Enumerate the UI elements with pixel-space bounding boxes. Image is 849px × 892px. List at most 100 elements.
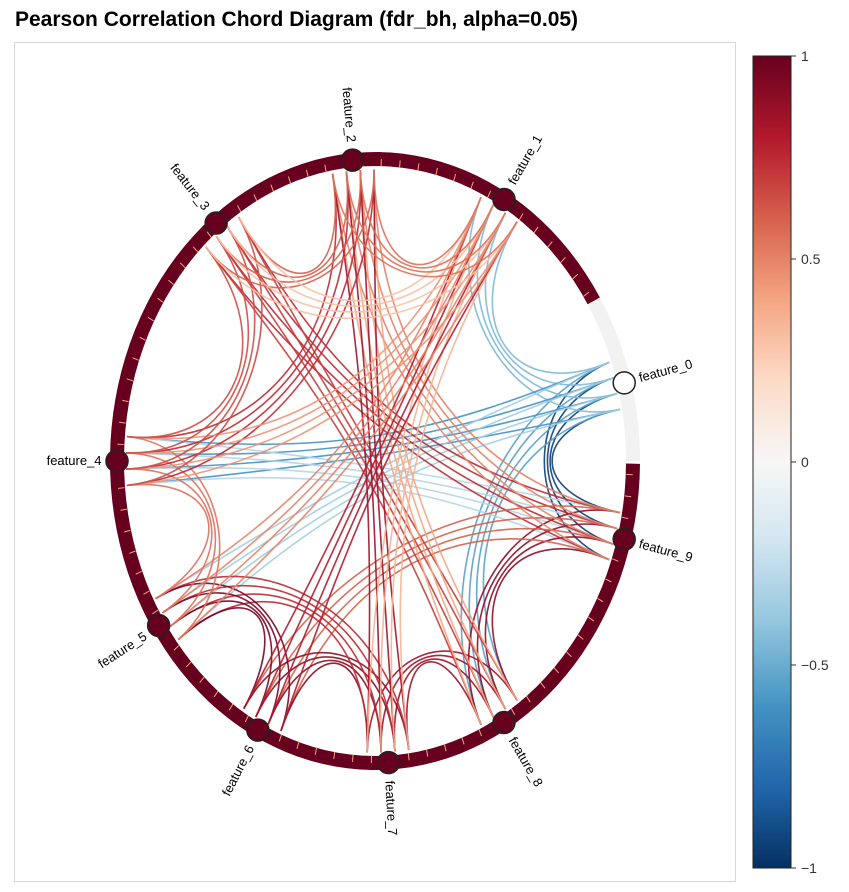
ring-tick — [253, 194, 258, 202]
ring-tick — [192, 246, 199, 253]
ring-tick — [560, 257, 566, 263]
chord-feature_0-feature_9 — [543, 361, 610, 561]
ring-tick — [525, 695, 531, 703]
ring-tick — [213, 690, 219, 698]
ring-tick — [518, 213, 524, 221]
node-feature_9 — [612, 527, 636, 551]
ring-tick — [129, 550, 136, 554]
label-feature_9: feature_9 — [637, 536, 694, 565]
ring-tick — [278, 734, 283, 742]
ring-tick — [533, 226, 539, 234]
label-feature_1: feature_1 — [505, 132, 545, 187]
chord-feature_8-feature_2 — [345, 171, 495, 718]
ring-tick — [244, 715, 249, 723]
chord-feature_0-feature_1 — [491, 221, 610, 374]
chord-feature_8-feature_3 — [215, 235, 495, 718]
ring-tick — [118, 487, 125, 489]
ring-tick — [547, 241, 553, 248]
colorbar-bar — [752, 55, 792, 869]
ring-tick — [425, 749, 429, 757]
ring-tick — [324, 164, 327, 173]
ring-tick — [597, 597, 604, 603]
chord-feature_4-feature_2 — [126, 169, 375, 487]
chord-feature_2-feature_1 — [373, 169, 482, 266]
ring-tick — [179, 262, 186, 269]
chord-feature_5-feature_1 — [169, 212, 507, 628]
chord-feature_0-feature_9 — [546, 376, 614, 546]
chord-feature_5-feature_1 — [177, 221, 518, 641]
chord-feature_3-feature_1 — [215, 212, 507, 313]
node-feature_3 — [204, 211, 228, 235]
chord-feature_8-feature_7 — [366, 650, 518, 753]
ring-tick — [147, 316, 154, 322]
chord-feature_5-feature_1 — [162, 204, 495, 614]
chord-feature_4-feature_1 — [126, 221, 518, 487]
chord-feature_4-feature_3 — [126, 246, 244, 439]
chord-feature_3-feature_1 — [226, 204, 495, 307]
ring-tick — [124, 529, 131, 533]
ring-tick — [296, 741, 300, 749]
ring-tick — [352, 754, 354, 762]
chord-feature_9-feature_6 — [280, 538, 610, 732]
ring-tick — [588, 616, 595, 622]
colorbar-tick-label: −1 — [801, 860, 817, 876]
chord-feature_7-feature_6 — [243, 652, 410, 750]
ring-tick — [453, 173, 457, 182]
chord-feature_9-feature_6 — [255, 517, 618, 718]
chord-feature_0-feature_4 — [126, 376, 614, 456]
ring-tick — [553, 667, 560, 674]
label-feature_8: feature_8 — [506, 734, 546, 789]
node-feature_0 — [612, 371, 636, 395]
ring-tick — [314, 747, 318, 755]
chord-feature_9-feature_4 — [126, 452, 618, 530]
label-feature_5: feature_5 — [95, 629, 149, 672]
ring-tick — [566, 651, 572, 658]
feature-nodes — [105, 148, 636, 775]
ring-tick — [478, 728, 483, 737]
chord-feature_0-feature_8 — [482, 408, 621, 701]
chord-feature_9-feature_8 — [491, 548, 610, 701]
ring-tick — [435, 167, 438, 176]
label-feature_3: feature_3 — [167, 161, 213, 214]
ring-tick — [399, 160, 401, 168]
ring-tick — [624, 495, 632, 498]
ring-tick — [470, 181, 474, 189]
chord-feature_8-feature_7 — [380, 654, 507, 753]
chord-feature_4-feature_3 — [126, 235, 250, 454]
ring-tick — [168, 279, 174, 285]
ring-tick — [206, 231, 212, 238]
chord-feature_9-feature_3 — [237, 216, 621, 514]
chord-feature_0-feature_5 — [155, 361, 610, 600]
ring-tick — [605, 578, 612, 583]
chord-feature_7-feature_6 — [255, 656, 396, 752]
node-feature_2 — [340, 148, 365, 172]
chord-feature_4-feature_1 — [126, 204, 495, 454]
ring-tick — [577, 634, 584, 640]
ring-tick — [152, 609, 159, 615]
ring-tick — [333, 751, 336, 760]
chord-feature_9-feature_2 — [331, 173, 610, 561]
chord-feature_7-feature_5 — [162, 585, 396, 752]
chord-links — [126, 169, 621, 753]
ring-tick — [132, 357, 139, 361]
chord-feature_6-feature_5 — [177, 607, 266, 710]
chord-feature_7-feature_1 — [399, 221, 518, 750]
chord-feature_7-feature_2 — [359, 170, 396, 752]
chord-feature_9-feature_4 — [126, 435, 621, 514]
chord-feature_6-feature_5 — [169, 600, 273, 718]
chord-feature_2-feature_1 — [345, 171, 507, 273]
node-feature_4 — [105, 449, 129, 473]
chord-feature_6-feature_5 — [162, 592, 281, 725]
chord-feature_0-feature_1 — [484, 212, 614, 386]
chord-feature_2-feature_1 — [331, 173, 518, 278]
ring-tick — [583, 291, 590, 297]
colorbar-tick-label: 0 — [801, 454, 809, 470]
ring-tick — [122, 399, 129, 403]
ring-tick — [305, 169, 309, 178]
node-feature_6 — [246, 718, 270, 742]
label-feature_6: feature_6 — [219, 743, 257, 799]
chord-feature_8-feature_3 — [205, 246, 482, 725]
chord-feature_2-feature_1 — [359, 170, 495, 269]
chord-feature_3-feature_2 — [215, 170, 362, 283]
chord-feature_0-feature_8 — [475, 392, 618, 710]
